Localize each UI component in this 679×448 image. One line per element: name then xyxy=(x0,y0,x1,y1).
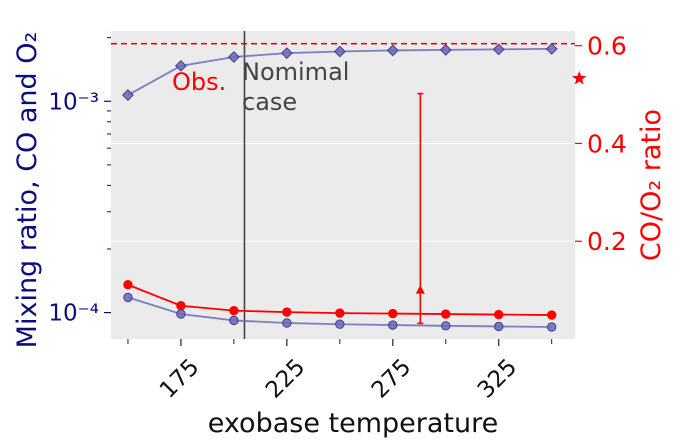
star-marker xyxy=(572,70,587,85)
y-right-tick-label: 0.6 xyxy=(587,32,627,61)
data-point-diamond xyxy=(333,45,346,58)
data-point-circle xyxy=(441,309,451,319)
data-point-circle xyxy=(229,315,239,326)
data-point-circle xyxy=(123,292,133,303)
data-point-circle xyxy=(123,280,133,290)
reference-lines xyxy=(111,31,575,339)
data-point-circle xyxy=(388,320,398,330)
y-axis-right-label: CO/O₂ ratio xyxy=(636,109,667,261)
data-point-diamond xyxy=(439,43,452,56)
y-right-tick-label: 0.4 xyxy=(587,129,627,158)
x-tick-label: 175 xyxy=(155,354,204,403)
data-point-circle xyxy=(335,308,345,318)
data-point-circle xyxy=(494,321,504,332)
y-axis-left-label: Mixing ratio, CO and O₂ xyxy=(12,32,43,349)
data-point-circle xyxy=(282,307,292,317)
y-left-tick-label: 10⁻⁴ xyxy=(48,301,99,327)
data-point-diamond xyxy=(545,42,558,55)
data-point-diamond xyxy=(386,44,399,57)
series-group xyxy=(122,42,558,332)
annotation-obs: Obs. xyxy=(172,68,226,96)
annotation-nominal-case: Nomimal case xyxy=(242,58,349,116)
data-point-diamond xyxy=(175,59,187,72)
annotation-nominal-line: case xyxy=(242,88,297,116)
plot-area xyxy=(111,31,575,339)
annotation-nominal-line: Nomimal xyxy=(242,58,349,86)
data-point-circle xyxy=(546,310,557,320)
observation-marker xyxy=(415,285,425,294)
data-point-circle xyxy=(282,318,292,328)
data-point-diamond xyxy=(227,51,240,63)
y-right-tick-label: 0.2 xyxy=(587,227,627,256)
data-point-circle xyxy=(494,309,504,320)
x-axis-label: exobase temperature xyxy=(208,408,498,439)
x-tick-label: 325 xyxy=(473,354,522,403)
data-point-diamond xyxy=(122,89,134,101)
data-point-circle xyxy=(229,305,239,316)
data-point-diamond xyxy=(492,43,505,56)
x-tick-label: 225 xyxy=(261,354,310,403)
observation-group xyxy=(415,70,587,325)
data-point-circle xyxy=(546,322,557,332)
data-point-circle xyxy=(388,308,398,319)
data-point-diamond xyxy=(280,47,293,60)
data-point-circle xyxy=(441,321,451,331)
x-tick-label: 275 xyxy=(367,354,416,403)
data-point-circle xyxy=(335,319,345,329)
data-point-circle xyxy=(176,301,186,311)
data-point-circle xyxy=(176,309,186,319)
y-left-tick-label: 10⁻³ xyxy=(48,89,99,115)
